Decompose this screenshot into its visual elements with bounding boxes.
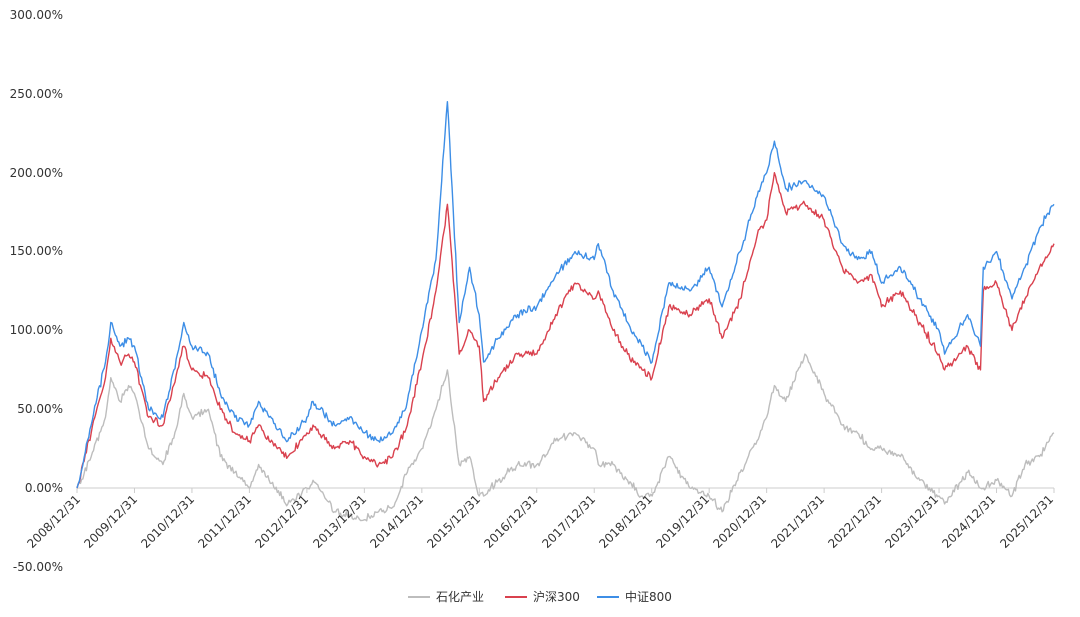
series-line-shihua bbox=[76, 353, 1055, 522]
legend-label: 沪深300 bbox=[533, 590, 580, 604]
x-tick-label: 2013/12/31 bbox=[310, 492, 369, 551]
x-tick-label: 2017/12/31 bbox=[539, 492, 598, 551]
y-tick-label: 250.00% bbox=[10, 87, 63, 101]
legend-label: 石化产业 bbox=[436, 590, 484, 604]
legend-item-hs300[interactable]: 沪深300 bbox=[505, 590, 580, 604]
x-tick-label: 2022/12/31 bbox=[825, 492, 884, 551]
legend-label: 中证800 bbox=[625, 589, 672, 604]
x-tick-label: 2010/12/31 bbox=[138, 492, 197, 551]
x-tick-label: 2016/12/31 bbox=[481, 492, 540, 551]
y-axis: 300.00% 250.00% 200.00% 150.00% 100.00% … bbox=[10, 8, 63, 574]
y-tick-label: 100.00% bbox=[10, 323, 63, 337]
y-tick-label: 0.00% bbox=[25, 481, 63, 495]
series-layer bbox=[76, 101, 1055, 522]
legend-item-shihua[interactable]: 石化产业 bbox=[408, 590, 484, 604]
x-tick-label: 2021/12/31 bbox=[768, 492, 827, 551]
x-tick-label: 2025/12/31 bbox=[997, 492, 1056, 551]
legend-item-zz800[interactable]: 中证800 bbox=[597, 589, 672, 604]
x-tick-label: 2009/12/31 bbox=[81, 492, 140, 551]
x-tick-label: 2012/12/31 bbox=[252, 492, 311, 551]
x-tick-label: 2020/12/31 bbox=[710, 492, 769, 551]
x-tick-label: 2018/12/31 bbox=[596, 492, 655, 551]
x-axis-labels: 2008/12/31 2009/12/31 2010/12/31 2011/12… bbox=[24, 492, 1056, 551]
x-tick-label: 2019/12/31 bbox=[653, 492, 712, 551]
y-tick-label: 200.00% bbox=[10, 166, 63, 180]
y-tick-label: 50.00% bbox=[17, 402, 63, 416]
x-tick-label: 2023/12/31 bbox=[882, 492, 941, 551]
y-tick-label: -50.00% bbox=[13, 560, 63, 574]
x-tick-label: 2011/12/31 bbox=[195, 492, 254, 551]
x-tick-marks bbox=[76, 488, 1055, 493]
y-tick-label: 300.00% bbox=[10, 8, 63, 22]
legend: 石化产业 沪深300 中证800 bbox=[408, 589, 672, 604]
series-line-hs300 bbox=[76, 172, 1055, 489]
series-line-zz800 bbox=[76, 101, 1055, 489]
x-tick-label: 2008/12/31 bbox=[24, 492, 83, 551]
y-tick-label: 150.00% bbox=[10, 244, 63, 258]
x-tick-label: 2015/12/31 bbox=[424, 492, 483, 551]
